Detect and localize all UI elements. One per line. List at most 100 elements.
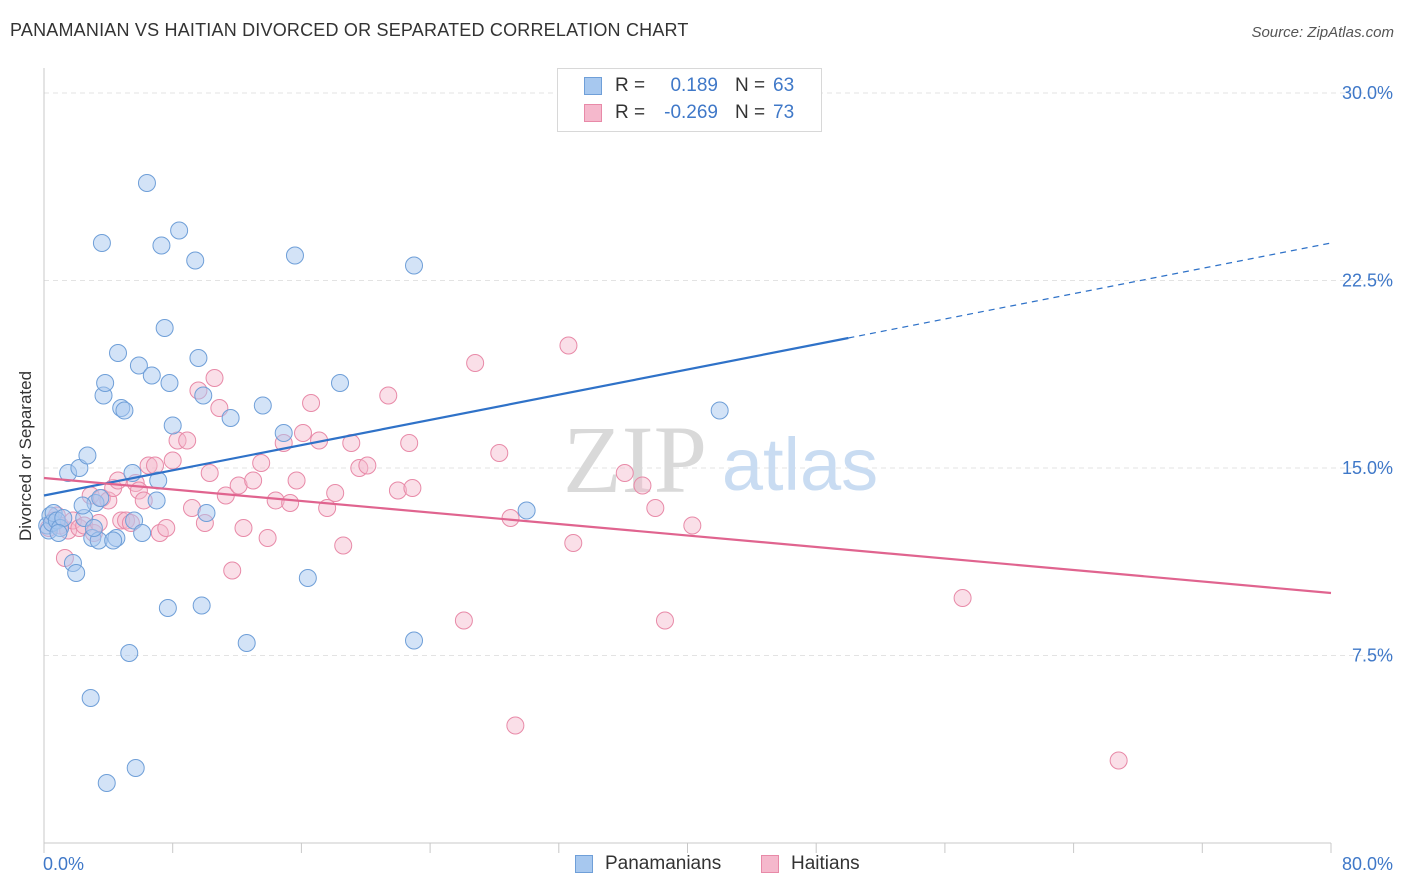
x-tick-labels: 0.0% 80.0% xyxy=(43,854,1393,874)
n-label: N = xyxy=(735,75,766,96)
panamanians-trend-line xyxy=(43,336,849,497)
panamanians-swatch xyxy=(575,855,593,873)
y-tick-label: 15.0% xyxy=(1342,458,1393,478)
panamanians-point xyxy=(197,504,216,522)
x-tick-label: 80.0% xyxy=(1342,854,1393,874)
panamanians-point xyxy=(710,401,729,420)
r-label: R = xyxy=(615,102,646,123)
haitians-point xyxy=(205,369,224,387)
haitians-point xyxy=(646,499,665,517)
panamanians-point xyxy=(186,251,205,270)
haitians-trend-line xyxy=(43,476,1332,595)
trend-lines xyxy=(43,242,1332,595)
n-value: 73 xyxy=(773,102,795,123)
panamanians-point xyxy=(120,644,139,662)
haitians-point xyxy=(281,494,300,512)
haitians-point xyxy=(683,516,702,535)
haitians-point xyxy=(559,336,578,355)
panamanians-point xyxy=(142,366,161,385)
panamanians-point xyxy=(253,396,272,415)
panamanians-trend-extension xyxy=(848,242,1332,339)
panamanians-points xyxy=(38,174,729,792)
y-tick-label: 7.5% xyxy=(1352,646,1393,666)
x-tick-label: 0.0% xyxy=(43,854,84,874)
haitians-point xyxy=(633,476,652,495)
panamanians-point xyxy=(189,349,208,367)
panamanians-point xyxy=(221,409,240,427)
n-value: 63 xyxy=(773,75,795,96)
y-tick-label: 30.0% xyxy=(1342,83,1393,103)
haitians-point xyxy=(655,611,674,630)
haitians-point xyxy=(229,476,248,495)
haitians-point xyxy=(564,534,583,552)
legend-row-haitians: R = -0.269 N = 73 xyxy=(558,100,821,126)
panamanians-point xyxy=(49,524,68,542)
haitians-point xyxy=(466,354,485,372)
panamanians-point xyxy=(133,524,152,542)
haitians-point xyxy=(234,519,253,537)
source-label: Source: ZipAtlas.com xyxy=(1251,24,1394,41)
haitians-point xyxy=(403,479,422,497)
panamanians-point xyxy=(67,564,86,582)
panamanians-point xyxy=(147,491,166,510)
panamanians-point xyxy=(160,374,179,392)
haitians-point xyxy=(326,484,345,502)
panamanians-point xyxy=(192,596,211,615)
haitians-point xyxy=(1109,751,1128,770)
haitians-point xyxy=(400,434,419,452)
panamanians-point xyxy=(126,759,145,777)
y-tick-label: 22.5% xyxy=(1342,271,1393,291)
panamanians-point xyxy=(170,221,189,240)
haitians-point xyxy=(163,451,182,470)
haitians-point xyxy=(388,481,407,500)
watermark-atlas: atlas xyxy=(722,423,878,506)
panamanians-point xyxy=(194,386,213,405)
chart-title: PANAMANIAN VS HAITIAN DIVORCED OR SEPARA… xyxy=(10,20,689,40)
panamanians-point xyxy=(91,489,110,507)
r-value: -0.269 xyxy=(664,102,718,123)
axes xyxy=(43,68,1332,853)
haitians-point xyxy=(334,536,353,555)
panamanians-point xyxy=(163,416,182,435)
haitians-point xyxy=(454,611,473,630)
haitians-point xyxy=(302,394,321,412)
panamanians-point xyxy=(517,501,536,520)
panamanians-point xyxy=(331,374,350,392)
panamanians-point xyxy=(298,569,317,587)
panamanians-point xyxy=(104,531,123,550)
panamanians-point xyxy=(92,234,111,252)
y-tick-labels: 7.5% 15.0% 22.5% 30.0% xyxy=(1342,83,1393,666)
haitians-point xyxy=(200,464,219,482)
haitians-swatch xyxy=(761,855,779,873)
haitians-point xyxy=(146,456,165,475)
r-value: 0.189 xyxy=(670,75,718,96)
watermark-zip: ZIP xyxy=(563,406,707,513)
haitians-point xyxy=(294,424,313,442)
panamanians-point xyxy=(73,496,92,515)
legend-label: Haitians xyxy=(791,853,860,874)
panamanians-point xyxy=(96,374,115,392)
haitians-point xyxy=(157,519,176,537)
haitians-point xyxy=(501,509,520,527)
panamanians-point xyxy=(405,256,424,275)
haitians-point xyxy=(953,589,972,607)
r-label: R = xyxy=(615,75,646,96)
gridlines xyxy=(44,92,1392,656)
panamanians-point xyxy=(158,599,177,617)
panamanians-point xyxy=(155,319,174,337)
haitians-point xyxy=(379,386,398,405)
panamanians-point xyxy=(237,634,256,652)
panamanians-point xyxy=(54,509,73,527)
n-label: N = xyxy=(735,102,766,123)
correlation-legend: R = 0.189 N = 63 R = -0.269 N = 73 xyxy=(557,68,822,132)
panamanians-point xyxy=(109,344,128,362)
panamanians-point xyxy=(84,519,103,537)
haitians-point xyxy=(244,471,263,490)
haitians-point xyxy=(490,444,509,462)
haitians-point xyxy=(506,716,525,735)
legend-row-panamanians: R = 0.189 N = 63 xyxy=(558,73,821,99)
haitians-point xyxy=(287,471,306,490)
haitians-point xyxy=(615,464,634,482)
series-legend: Panamanians Haitians xyxy=(0,852,1406,878)
